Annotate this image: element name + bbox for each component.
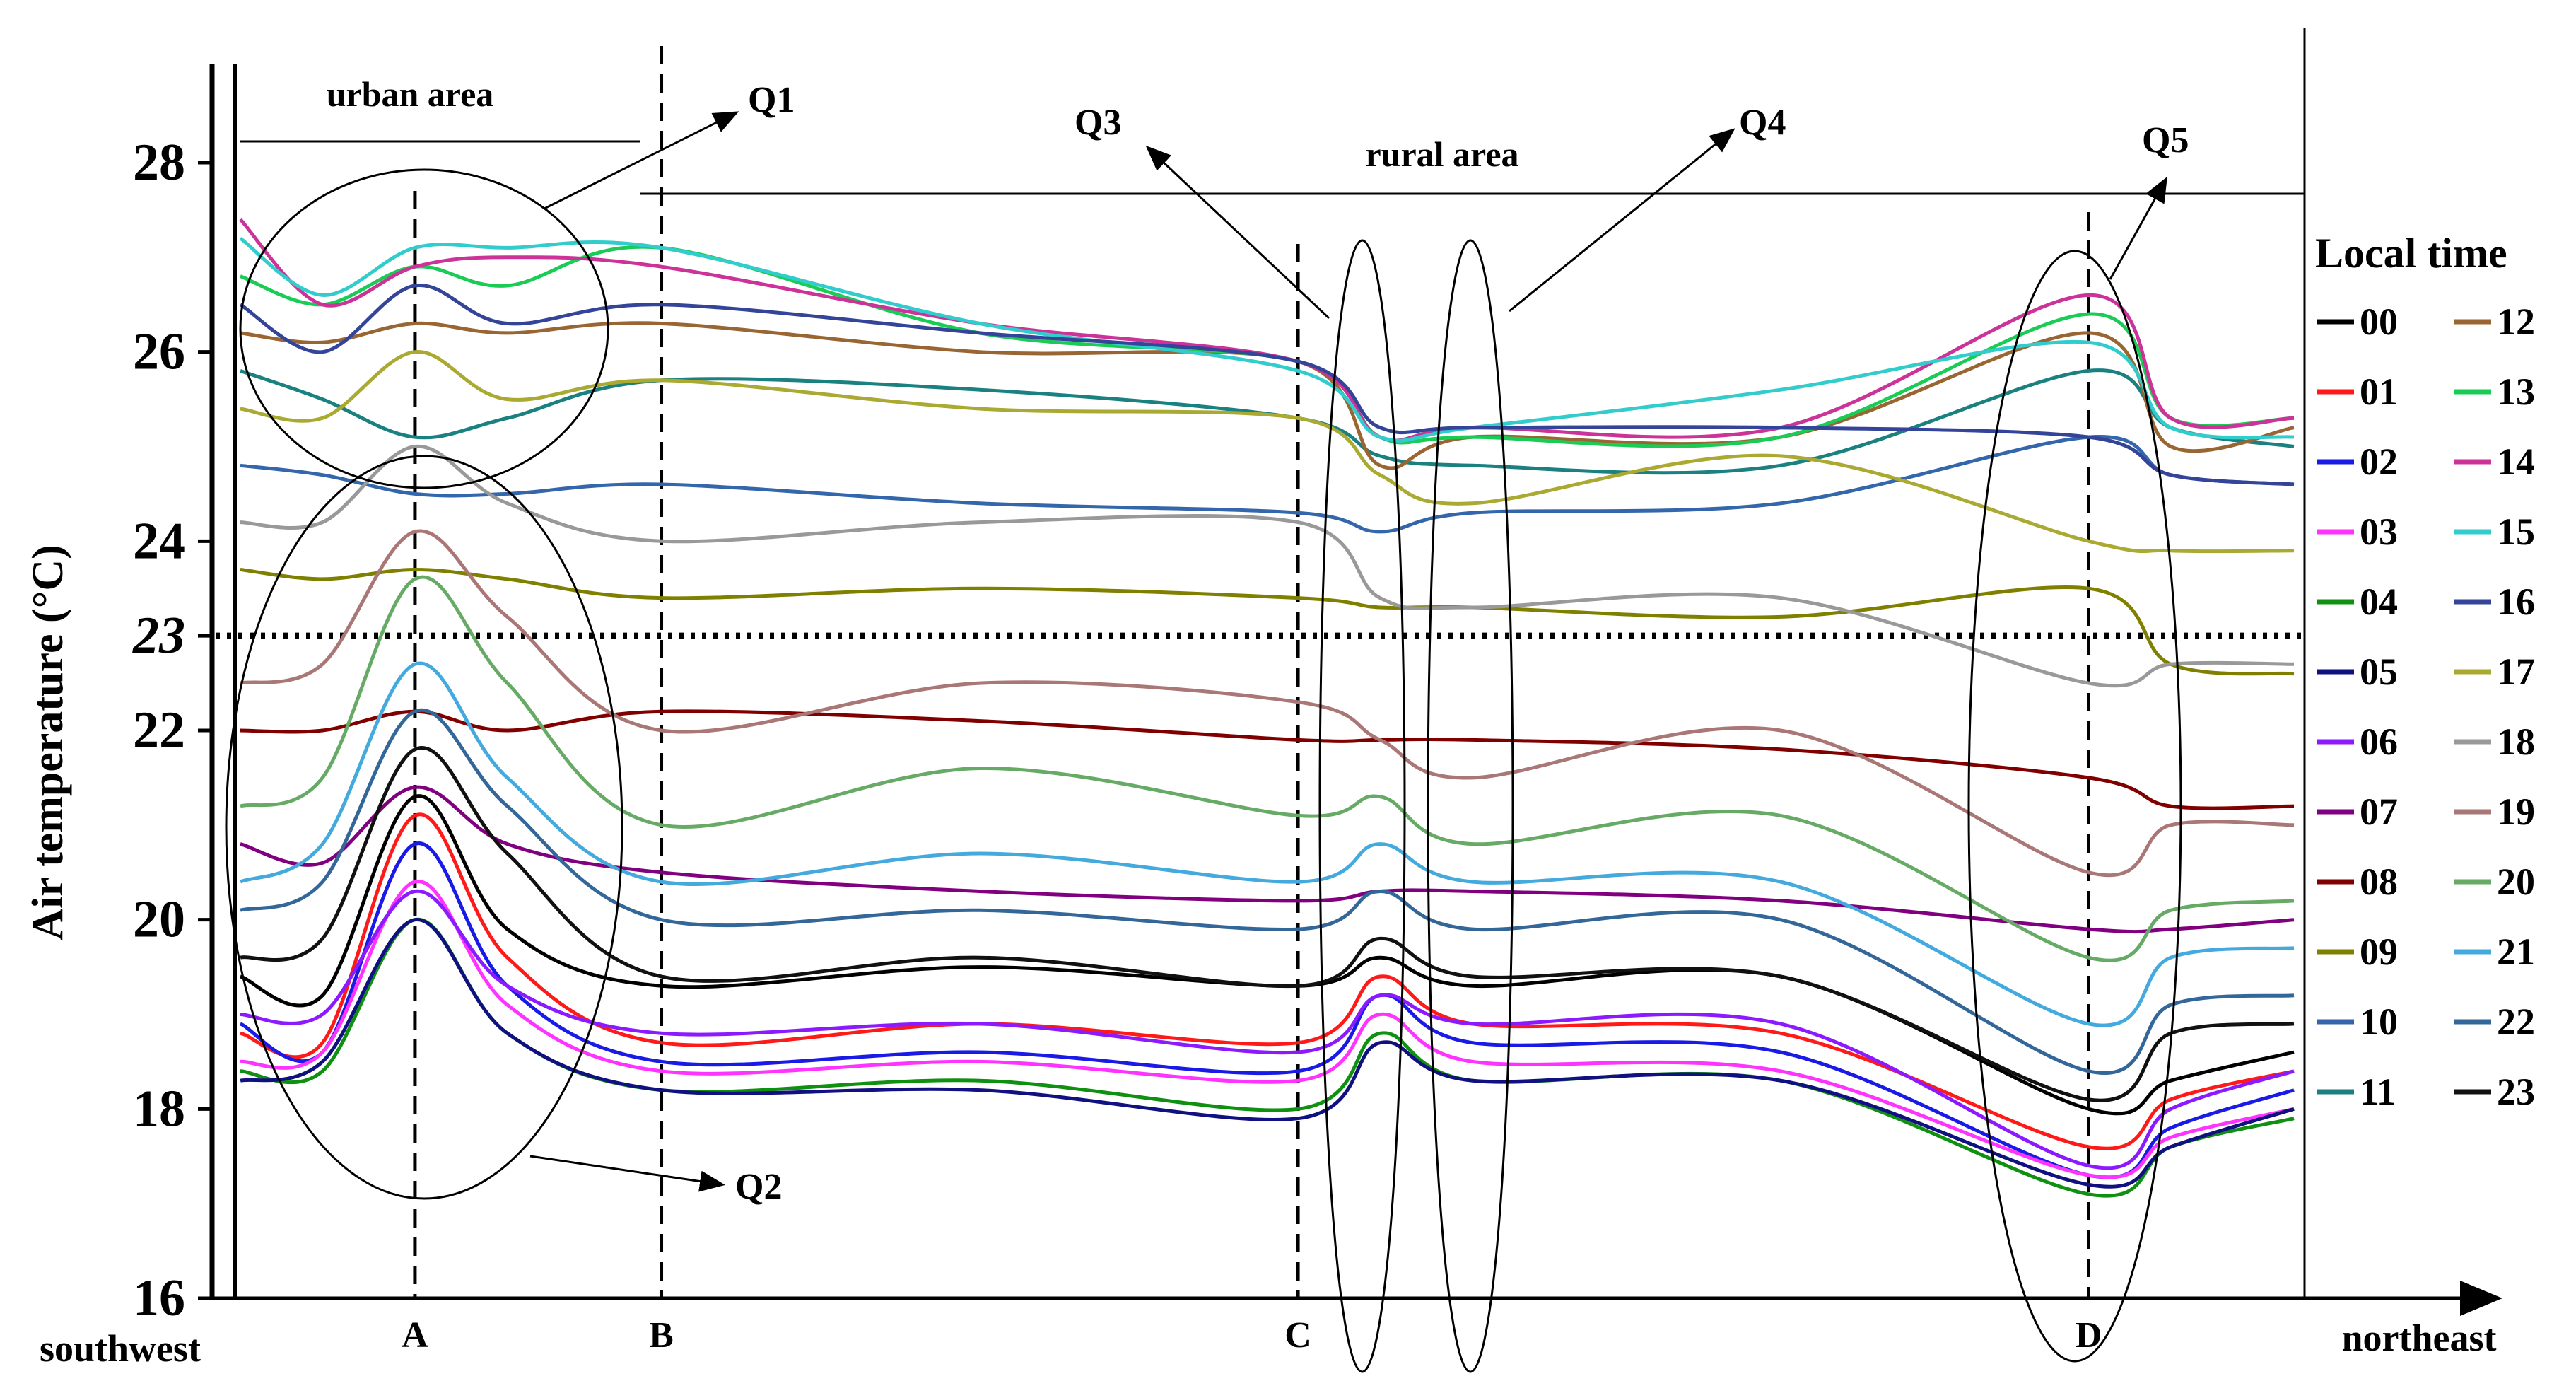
legend-label-19: 19 [2497,791,2535,833]
legend-label-11: 11 [2360,1071,2396,1113]
q2-label: Q2 [735,1167,782,1207]
series-line-22 [240,708,2295,1075]
legend-label-15: 15 [2497,511,2535,553]
series-line-23 [240,746,2295,1102]
q4-arrow [1509,128,1735,313]
x-start-label: southwest [40,1327,201,1370]
y-tick-label: 18 [133,1080,185,1138]
legend-label-23: 23 [2497,1071,2535,1113]
legend-label-04: 04 [2360,581,2398,623]
q3-label: Q3 [1075,103,1121,143]
legend-label-10: 10 [2360,1001,2398,1043]
legend-label-17: 17 [2497,651,2535,693]
q4-label: Q4 [1739,103,1786,143]
legend: Local time 00 01 02 03 04 05 06 07 08 09 10 11 12 13 1… [2315,230,2535,1113]
series-line-18 [240,444,2295,688]
marker-label-a: A [402,1315,428,1356]
legend-label-02: 02 [2360,441,2398,483]
legend-label-09: 09 [2360,931,2398,973]
legend-label-05: 05 [2360,651,2398,693]
series-line-00 [240,794,2295,1116]
q2-arrow [529,1155,725,1192]
legend-label-12: 12 [2497,301,2535,343]
legend-label-22: 22 [2497,1001,2535,1043]
rural-area-label: rural area [1365,134,1518,174]
q1-arrow [544,111,739,210]
q2-ellipse [225,455,623,1200]
y-tick-label: 22 [133,701,185,759]
y-tick-label: 16 [133,1269,185,1327]
q1-label: Q1 [748,80,795,120]
series-line-21 [239,661,2295,1027]
legend-label-03: 03 [2360,511,2398,553]
series-line-15 [239,237,2295,443]
series-line-05 [240,918,2295,1189]
series-line-02 [239,841,2295,1179]
q4-ellipse [1427,239,1514,1373]
series-line-03 [240,880,2295,1179]
q5-arrow [2109,176,2167,280]
legend-label-16: 16 [2497,581,2535,623]
y-axis-label: Air temperature (°C) [24,544,72,940]
y-tick-label: 26 [133,323,185,381]
series-lines [239,218,2295,1198]
legend-label-08: 08 [2360,861,2398,903]
y-tick-label: 20 [133,891,185,949]
series-line-01 [240,812,2295,1150]
series-line-08 [240,709,2295,810]
marker-label-b: B [649,1315,674,1356]
series-line-10 [240,434,2295,534]
q5-ellipse [1967,250,2182,1363]
series-line-06 [240,889,2295,1170]
q3-arrow [1145,145,1330,320]
legend-label-14: 14 [2497,441,2535,483]
y-tick-label: 23 [132,607,185,665]
series-line-17 [240,350,2295,554]
legend-title: Local time [2315,230,2507,276]
legend-label-20: 20 [2497,861,2535,903]
y-ticks: 16 18 20 22 23 24 26 28 [132,134,212,1327]
series-line-20 [240,575,2295,962]
series-line-16 [239,284,2295,486]
series-line-19 [240,529,2295,878]
urban-area-label: urban area [327,74,494,114]
series-line-07 [240,785,2295,934]
legend-label-13: 13 [2497,371,2535,413]
legend-label-06: 06 [2360,721,2398,763]
legend-label-00: 00 [2360,301,2398,343]
x-end-label: northeast [2342,1317,2497,1359]
q5-label: Q5 [2142,120,2189,161]
y-tick-label: 24 [133,512,185,570]
legend-label-21: 21 [2497,931,2535,973]
marker-label-c: C [1284,1315,1311,1356]
q3-ellipse [1318,239,1406,1373]
legend-label-18: 18 [2497,721,2535,763]
q1-ellipse [239,168,609,489]
legend-label-01: 01 [2360,371,2398,413]
y-tick-label: 28 [133,134,185,192]
legend-label-07: 07 [2360,791,2398,833]
